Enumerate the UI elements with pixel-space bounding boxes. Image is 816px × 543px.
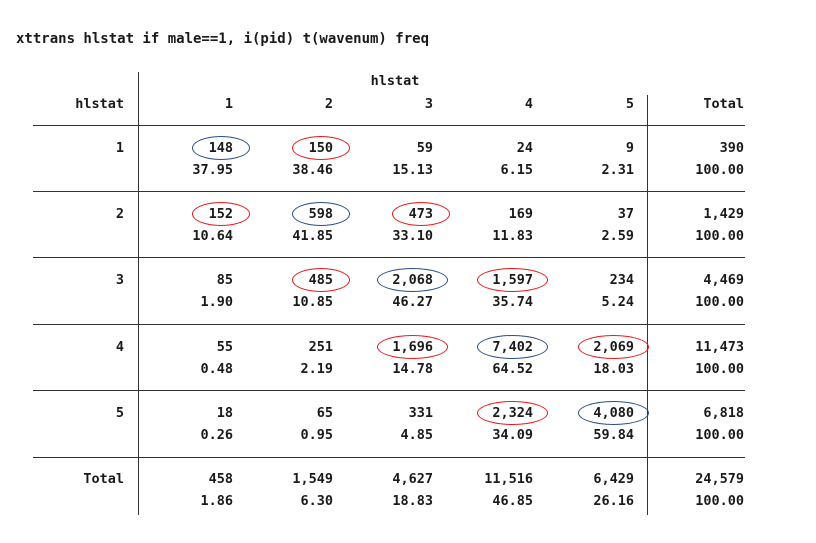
adjacent-cell-highlight — [291, 268, 350, 292]
diagonal-cell-highlight — [377, 268, 448, 292]
adjacent-cell-highlight — [191, 202, 250, 226]
total-column-header: Total — [703, 96, 744, 112]
percent-cell: 46.27 — [392, 294, 433, 310]
percent-cell: 2.31 — [601, 162, 634, 178]
row-label: 1 — [115, 140, 124, 156]
header-rule — [33, 125, 745, 126]
percent-cell: 37.95 — [192, 162, 233, 178]
diagonal-cell-highlight — [191, 136, 250, 160]
adjacent-cell-highlight — [377, 335, 448, 359]
stub-separator — [138, 72, 139, 515]
percent-cell: 10.85 — [292, 294, 333, 310]
row-variable-label: hlstat — [75, 96, 124, 112]
frequency-cell: 169 — [508, 206, 533, 222]
row-label: 4 — [115, 339, 124, 355]
column-total-frequency: 458 — [208, 471, 233, 487]
frequency-cell: 9 — [625, 140, 634, 156]
column-header: 1 — [224, 96, 233, 112]
column-header: 4 — [524, 96, 533, 112]
percent-cell: 6.15 — [500, 162, 533, 178]
percent-cell: 2.59 — [601, 228, 634, 244]
adjacent-cell-highlight — [391, 202, 450, 226]
frequency-cell: 234 — [609, 272, 634, 288]
total-row-label: Total — [83, 471, 124, 487]
frequency-cell: 251 — [308, 339, 333, 355]
percent-cell: 18.03 — [593, 361, 634, 377]
percent-cell: 34.09 — [492, 427, 533, 443]
row-rule — [33, 324, 745, 325]
column-total-frequency: 11,516 — [484, 471, 533, 487]
row-rule — [33, 390, 745, 391]
row-total-frequency: 4,469 — [703, 272, 744, 288]
grand-total-frequency: 24,579 — [695, 471, 744, 487]
row-total-frequency: 6,818 — [703, 405, 744, 421]
row-rule — [33, 257, 745, 258]
percent-cell: 5.24 — [601, 294, 634, 310]
diagonal-cell-highlight — [291, 202, 350, 226]
adjacent-cell-highlight — [578, 335, 649, 359]
frequency-cell: 55 — [216, 339, 233, 355]
row-label: 5 — [115, 405, 124, 421]
percent-cell: 11.83 — [492, 228, 533, 244]
adjacent-cell-highlight — [477, 268, 548, 292]
column-total-frequency: 1,549 — [292, 471, 333, 487]
column-header: 2 — [324, 96, 333, 112]
row-total-frequency: 390 — [719, 140, 744, 156]
frequency-cell: 59 — [416, 140, 433, 156]
row-rule — [33, 457, 745, 458]
percent-cell: 0.48 — [200, 361, 233, 377]
percent-cell: 64.52 — [492, 361, 533, 377]
column-header: 5 — [625, 96, 634, 112]
row-total-percent: 100.00 — [695, 294, 744, 310]
frequency-cell: 18 — [216, 405, 233, 421]
diagonal-cell-highlight — [578, 401, 649, 425]
column-total-percent: 46.85 — [492, 493, 533, 509]
percent-cell: 41.85 — [292, 228, 333, 244]
diagonal-cell-highlight — [477, 335, 548, 359]
column-total-percent: 18.83 — [392, 493, 433, 509]
column-total-frequency: 4,627 — [392, 471, 433, 487]
row-total-frequency: 1,429 — [703, 206, 744, 222]
row-total-percent: 100.00 — [695, 162, 744, 178]
row-total-percent: 100.00 — [695, 228, 744, 244]
percent-cell: 0.95 — [300, 427, 333, 443]
row-total-percent: 100.00 — [695, 361, 744, 377]
grand-total-percent: 100.00 — [695, 493, 744, 509]
adjacent-cell-highlight — [477, 401, 548, 425]
column-variable-label: hlstat — [370, 73, 420, 89]
row-total-frequency: 11,473 — [695, 339, 744, 355]
adjacent-cell-highlight — [291, 136, 350, 160]
percent-cell: 15.13 — [392, 162, 433, 178]
stata-command: xttrans hlstat if male==1, i(pid) t(wave… — [16, 31, 430, 47]
frequency-cell: 65 — [316, 405, 333, 421]
percent-cell: 10.64 — [192, 228, 233, 244]
percent-cell: 14.78 — [392, 361, 433, 377]
column-total-frequency: 6,429 — [593, 471, 634, 487]
frequency-cell: 85 — [216, 272, 233, 288]
column-total-percent: 1.86 — [200, 493, 233, 509]
percent-cell: 1.90 — [200, 294, 233, 310]
total-column-separator — [647, 95, 648, 515]
column-total-percent: 6.30 — [300, 493, 333, 509]
frequency-cell: 24 — [516, 140, 533, 156]
row-label: 2 — [115, 206, 124, 222]
row-total-percent: 100.00 — [695, 427, 744, 443]
column-header: 3 — [424, 96, 433, 112]
row-label: 3 — [115, 272, 124, 288]
percent-cell: 38.46 — [292, 162, 333, 178]
percent-cell: 35.74 — [492, 294, 533, 310]
percent-cell: 59.84 — [593, 427, 634, 443]
row-rule — [33, 191, 745, 192]
percent-cell: 33.10 — [392, 228, 433, 244]
percent-cell: 2.19 — [300, 361, 333, 377]
frequency-cell: 331 — [408, 405, 433, 421]
percent-cell: 4.85 — [400, 427, 433, 443]
frequency-cell: 37 — [617, 206, 634, 222]
percent-cell: 0.26 — [200, 427, 233, 443]
column-total-percent: 26.16 — [593, 493, 634, 509]
